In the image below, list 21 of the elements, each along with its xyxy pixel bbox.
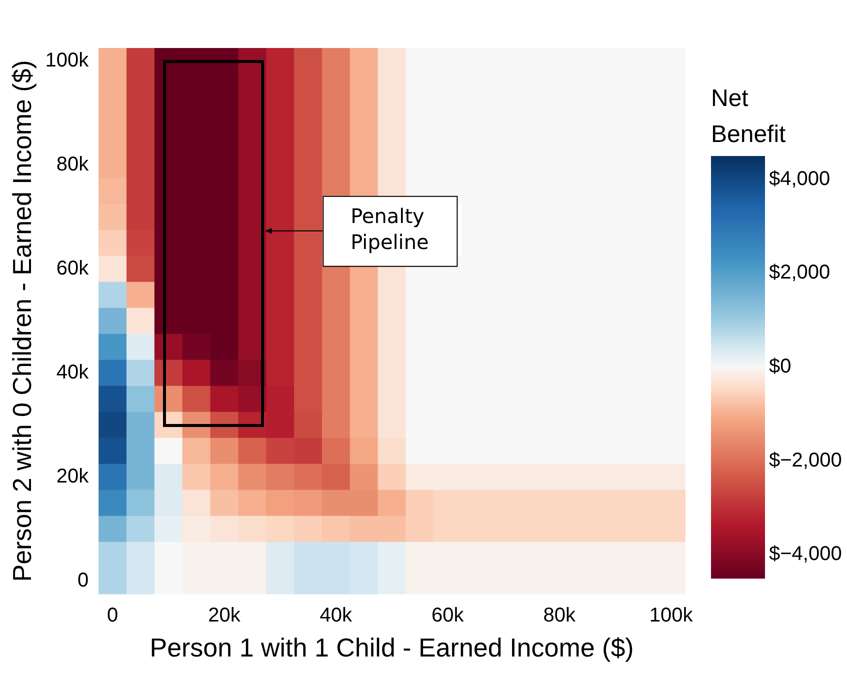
color-bar-label: $−2,000 [769, 449, 842, 472]
y-tick-label: 0 [77, 569, 89, 592]
color-bar-title: Net Benefit [711, 85, 786, 148]
y-tick-label: 80k [56, 153, 90, 176]
color-bar-label: $0 [769, 356, 792, 378]
x-tick-label: 0 [106, 604, 118, 626]
color-bar-label: $2,000 [769, 262, 830, 284]
color-bar-label: $−4,000 [769, 543, 842, 566]
y-tick-label: 20k [56, 465, 90, 488]
x-tick-label: 80k [543, 604, 576, 626]
y-axis-title: Person 2 with 0 Children - Earned Income ($) [6, 60, 37, 582]
x-tick-label: 60k [432, 604, 465, 626]
x-tick-label: 40k [320, 604, 354, 626]
x-tick-label: 20k [208, 604, 242, 626]
annotation: Penalty Pipeline [350, 204, 429, 254]
x-tick-label: 100k [649, 604, 694, 626]
y-tick-label: 40k [56, 361, 90, 384]
y-tick-label: 60k [56, 257, 90, 280]
x-axis-title: Person 1 with 1 Child - Earned Income ($) [150, 632, 634, 663]
color-bar-label: $4,000 [769, 168, 830, 190]
y-tick-label: 100k [45, 50, 90, 72]
